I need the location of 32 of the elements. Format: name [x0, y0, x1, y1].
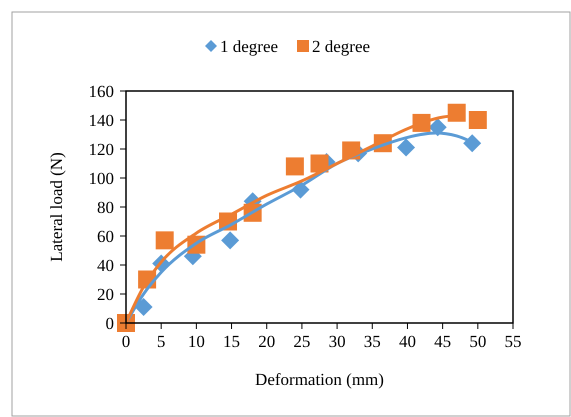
x-tick-label: 10: [188, 332, 205, 351]
x-tick-label: 15: [223, 332, 240, 351]
x-tick-label: 40: [398, 332, 416, 351]
legend-label: 2 degree: [312, 37, 370, 56]
x-axis-title: Deformation (mm): [255, 370, 384, 389]
y-tick-label: 20: [97, 285, 114, 304]
point: [397, 138, 416, 157]
y-tick-label: 160: [88, 82, 114, 101]
y-tick-label: 100: [88, 169, 114, 188]
y-tick-label: 140: [88, 111, 114, 130]
point: [156, 231, 174, 250]
x-tick-label: 55: [504, 332, 522, 351]
y-tick-label: 0: [106, 314, 114, 333]
y-tick-label: 60: [97, 227, 114, 246]
x-tick-label: 25: [293, 332, 310, 351]
point: [286, 157, 304, 176]
point: [468, 111, 487, 129]
y-tick-label: 80: [97, 198, 114, 217]
x-tick-label: 30: [328, 332, 346, 351]
legend-label: 1 degree: [220, 37, 278, 56]
y-tick-label: 120: [88, 140, 114, 159]
y-tick-label: 40: [97, 256, 114, 275]
x-tick-label: 45: [434, 332, 452, 351]
point: [448, 104, 466, 122]
x-tick-label: 5: [156, 332, 166, 351]
x-tick-label: 20: [258, 332, 276, 351]
x-tick-label: 0: [122, 332, 130, 351]
y-axis-title: Lateral load (N): [47, 152, 66, 262]
point: [221, 231, 240, 250]
x-tick-label: 35: [364, 332, 381, 351]
point: [134, 298, 153, 316]
x-tick-label: 50: [469, 332, 486, 351]
